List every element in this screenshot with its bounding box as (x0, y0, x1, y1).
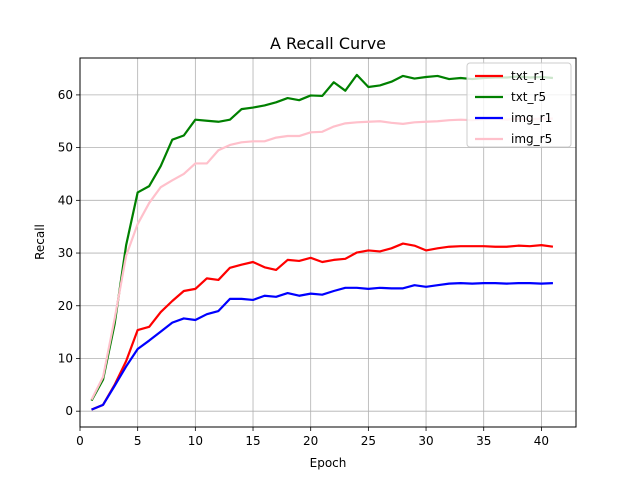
x-axis-ticks: 0 5 10 15 20 25 30 35 40 (76, 427, 549, 448)
legend-label: txt_r5 (511, 90, 546, 104)
y-tick-label: 30 (58, 246, 73, 260)
x-axis-label: Epoch (310, 456, 347, 470)
y-tick-label: 40 (58, 193, 73, 207)
series-line-txt-r1 (91, 242, 554, 411)
y-tick-label: 20 (58, 299, 73, 313)
x-tick-label: 10 (188, 434, 203, 448)
x-tick-label: 20 (303, 434, 318, 448)
x-tick-label: 25 (361, 434, 376, 448)
x-tick-label: 30 (418, 434, 433, 448)
legend-label: txt_r1 (511, 69, 546, 83)
legend-box (466, 62, 572, 148)
x-tick-label: 35 (476, 434, 491, 448)
y-tick-label: 0 (65, 404, 73, 418)
x-tick-label: 40 (534, 434, 549, 448)
series-line-img-r1 (91, 281, 553, 411)
y-tick-label: 60 (58, 88, 73, 102)
x-tick-label: 5 (134, 434, 142, 448)
x-tick-label: 15 (245, 434, 260, 448)
y-axis-ticks: 0 10 20 30 40 50 60 (58, 88, 80, 418)
plot-frame (79, 57, 577, 428)
y-tick-label: 50 (58, 141, 73, 155)
legend: txt_r1 txt_r5 img_r1 img_r5 (466, 62, 572, 148)
y-axis-label: Recall (33, 224, 47, 260)
chart-title: A Recall Curve (270, 34, 386, 53)
x-tick-label: 0 (76, 434, 84, 448)
legend-label: img_r5 (511, 132, 552, 146)
legend-label: img_r1 (511, 111, 552, 125)
y-tick-label: 10 (58, 351, 73, 365)
